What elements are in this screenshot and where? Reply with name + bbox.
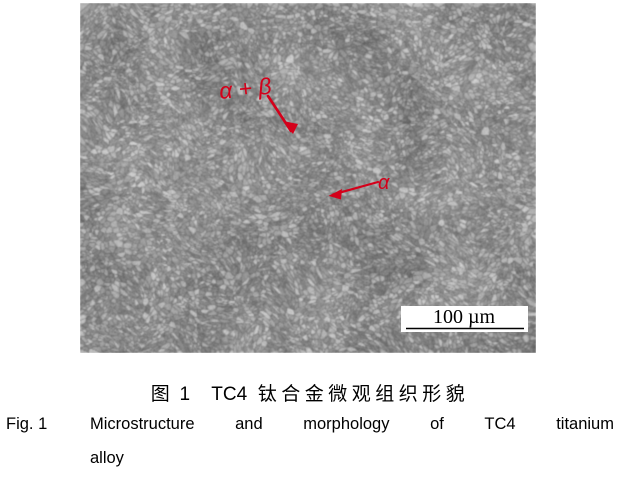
svg-text:α + β: α + β: [218, 73, 273, 104]
svg-text:100 µm: 100 µm: [433, 306, 496, 328]
svg-text:α: α: [378, 172, 390, 194]
